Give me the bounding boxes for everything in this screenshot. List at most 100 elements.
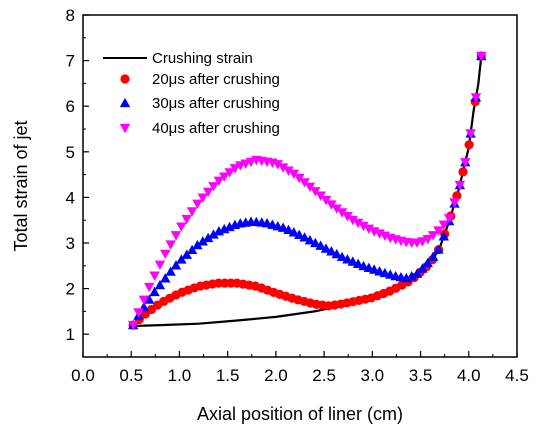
data-point — [326, 246, 337, 256]
x-tick-label: 1.5 — [216, 366, 240, 385]
data-point — [176, 254, 187, 264]
legend-marker-30us — [119, 97, 131, 108]
legend: Crushing strain 20μs after crushing 30μs… — [103, 50, 280, 137]
legend-triangle-up-marker — [119, 97, 131, 108]
data-point — [449, 198, 460, 208]
y-tick-label: 2 — [66, 280, 75, 299]
series-2-markers — [127, 50, 487, 330]
data-point — [326, 200, 337, 210]
data-point — [310, 237, 321, 248]
data-point — [422, 257, 433, 268]
data-point — [342, 254, 353, 264]
y-tick-label: 6 — [66, 97, 75, 116]
data-point — [304, 182, 316, 192]
data-point — [352, 258, 364, 269]
data-point — [310, 187, 321, 197]
data-point — [181, 249, 192, 259]
data-point — [165, 266, 176, 276]
data-point — [427, 251, 439, 261]
data-point — [176, 222, 187, 232]
data-point — [208, 182, 219, 192]
plot-layer — [127, 50, 487, 331]
data-point — [170, 231, 182, 241]
series-3-markers — [127, 51, 487, 331]
data-point — [288, 169, 300, 180]
legend-label-30us: 30μs after crushing — [152, 95, 280, 112]
data-point — [422, 234, 433, 245]
y-tick-label: 4 — [66, 188, 75, 207]
data-point — [293, 173, 305, 184]
y-tick-label: 8 — [66, 6, 75, 25]
data-point — [458, 167, 468, 177]
data-point — [165, 240, 176, 250]
data-point — [336, 208, 348, 218]
y-tick-label: 5 — [66, 143, 75, 162]
x-tick-label: 2.5 — [312, 366, 336, 385]
data-point — [299, 178, 310, 188]
legend-label-40us: 40μs after crushing — [152, 120, 280, 137]
data-point — [277, 222, 289, 232]
data-point — [154, 260, 166, 270]
x-tick-label: 3.0 — [361, 366, 385, 385]
data-point — [336, 251, 348, 262]
data-point — [219, 172, 230, 182]
data-point — [149, 271, 160, 281]
data-point — [144, 294, 155, 304]
data-point — [202, 232, 214, 243]
data-point — [170, 260, 182, 270]
data-point — [181, 214, 192, 225]
x-tick-label: 3.5 — [409, 366, 433, 385]
data-point — [202, 187, 214, 198]
data-point — [283, 166, 294, 176]
data-point — [208, 229, 219, 239]
data-point — [320, 243, 332, 253]
legend-circle-marker — [120, 74, 130, 84]
data-point — [127, 320, 139, 331]
data-point — [192, 199, 203, 210]
data-point — [272, 160, 283, 170]
data-point — [363, 224, 375, 234]
data-point — [160, 273, 171, 283]
data-point — [452, 191, 462, 201]
data-point — [283, 224, 294, 234]
data-point — [186, 207, 198, 217]
data-point — [342, 212, 353, 222]
data-point — [160, 249, 171, 260]
x-tick-label: 1.0 — [168, 366, 192, 385]
data-point — [476, 51, 487, 62]
x-tick-label: 0.5 — [119, 366, 143, 385]
data-point — [464, 140, 474, 150]
data-point — [186, 244, 198, 255]
data-point — [154, 279, 166, 290]
data-point — [347, 215, 358, 226]
data-point — [293, 229, 305, 240]
data-point — [138, 295, 150, 305]
data-point — [277, 163, 289, 173]
data-point — [433, 226, 444, 236]
y-tick-label: 7 — [66, 52, 75, 71]
data-point — [417, 237, 428, 247]
data-point — [406, 271, 417, 281]
data-point — [460, 158, 471, 168]
legend-label-crushing-strain: Crushing strain — [152, 50, 253, 67]
data-point — [347, 256, 358, 266]
data-point — [213, 176, 225, 186]
data-point — [299, 232, 310, 242]
plot-frame — [82, 14, 518, 358]
data-point — [197, 193, 208, 203]
data-point — [433, 244, 444, 254]
x-tick-label: 4.0 — [457, 366, 481, 385]
data-point — [229, 164, 241, 174]
data-point — [427, 231, 439, 241]
y-axis-title: Total strain of jet — [11, 120, 31, 251]
legend-marker-40us — [119, 123, 131, 134]
legend-label-20us: 20μs after crushing — [152, 71, 280, 88]
data-point — [149, 286, 160, 297]
data-point — [144, 282, 155, 293]
legend-triangle-down-marker — [119, 123, 131, 134]
data-point — [352, 218, 364, 229]
data-point — [470, 93, 482, 103]
data-point — [315, 240, 326, 250]
y-tick-label: 3 — [66, 234, 75, 253]
legend-marker-20us — [120, 74, 130, 84]
